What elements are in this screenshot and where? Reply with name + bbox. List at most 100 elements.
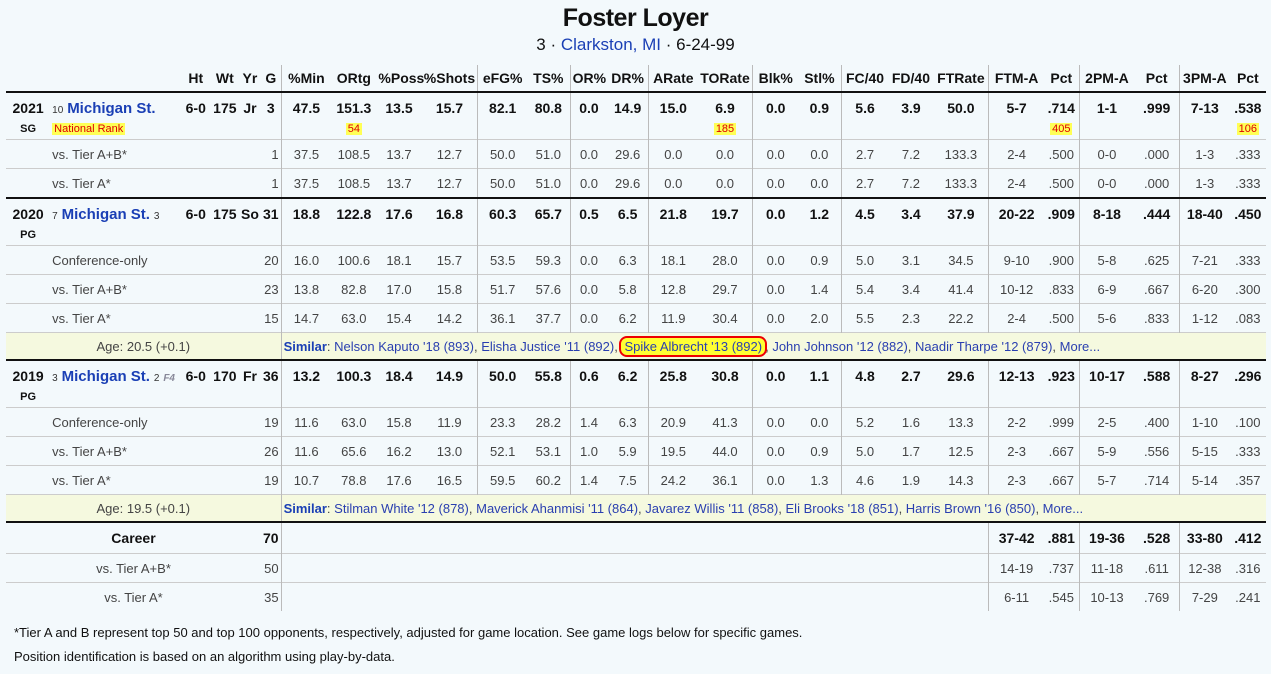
stat-cell: 2-3 bbox=[988, 465, 1044, 495]
more-similar-link[interactable]: More... bbox=[1042, 500, 1084, 516]
stat-cell: 82.1 bbox=[477, 91, 527, 123]
column-header[interactable]: %Poss bbox=[376, 65, 424, 93]
stat-cell: .545 bbox=[1043, 582, 1080, 611]
column-header[interactable]: %Shots bbox=[421, 65, 478, 93]
stat-cell: 15.8 bbox=[421, 274, 478, 304]
column-header[interactable]: DR% bbox=[607, 65, 649, 93]
team-link[interactable]: Michigan St. bbox=[61, 205, 150, 223]
similar-player-link[interactable]: John Johnson '12 (882) bbox=[772, 338, 908, 354]
column-header[interactable]: ORtg bbox=[331, 65, 377, 93]
similar-player-link[interactable]: Javarez Willis '11 (858) bbox=[645, 500, 779, 516]
footnotes: *Tier A and B represent top 50 and top 1… bbox=[14, 621, 1271, 669]
season-year: 2020 bbox=[6, 197, 51, 229]
similar-player-link[interactable]: Maverick Ahanmisi '11 (864) bbox=[476, 500, 639, 516]
stat-cell: 133.3 bbox=[933, 168, 989, 198]
stat-cell: .833 bbox=[1134, 303, 1180, 333]
similar-player-link[interactable]: Stilman White '12 (878) bbox=[334, 500, 469, 516]
age: Age: 19.5 (+0.1) bbox=[6, 494, 282, 522]
stat-cell: 0.0 bbox=[697, 139, 753, 169]
column-header[interactable]: Pct bbox=[1134, 65, 1180, 93]
column-header[interactable]: Yr bbox=[238, 65, 261, 93]
stat-cell: .412 bbox=[1229, 521, 1266, 554]
stat-cell: 22.2 bbox=[933, 303, 989, 333]
column-header[interactable]: FTRate bbox=[933, 65, 989, 93]
similar-player-link[interactable]: Spike Albrecht '13 (892) bbox=[619, 335, 768, 357]
games: 3 bbox=[260, 91, 282, 123]
column-header[interactable]: Wt bbox=[210, 65, 239, 93]
stat-cell: 3.9 bbox=[888, 91, 934, 123]
column-header[interactable]: 3PM-A bbox=[1178, 65, 1230, 93]
stat-cell: 10-13 bbox=[1078, 582, 1135, 611]
stat-cell: .100 bbox=[1229, 407, 1266, 437]
position: PG bbox=[20, 391, 37, 403]
season-year: 2021 bbox=[6, 91, 51, 123]
stat-cell: 11-18 bbox=[1078, 553, 1135, 583]
player-info: 3 · Clarkston, MI · 6-24-99 bbox=[536, 35, 735, 54]
stat-cell: 33-80 bbox=[1178, 521, 1230, 554]
column-header[interactable]: 2PM-A bbox=[1078, 65, 1135, 93]
stat-cell: 12.7 bbox=[421, 168, 478, 198]
stat-cell: 100.6 bbox=[331, 245, 377, 275]
stat-cell: 50.0 bbox=[477, 359, 527, 391]
stat-cell: 41.4 bbox=[933, 274, 989, 304]
stat-cell: 37.5 bbox=[280, 139, 332, 169]
column-header[interactable]: ARate bbox=[647, 65, 698, 93]
stat-cell: 0.0 bbox=[798, 407, 842, 437]
similar-player-link[interactable]: Elisha Justice '11 (892) bbox=[481, 338, 615, 354]
stat-cell: 51.7 bbox=[477, 274, 527, 304]
season-row: 2020 7 Michigan St. 3 6-0 175 So 31 18.8 122.… bbox=[6, 197, 1266, 229]
stat-cell: 8-18 bbox=[1078, 197, 1135, 229]
column-header[interactable]: Stl% bbox=[798, 65, 842, 93]
column-header[interactable]: FC/40 bbox=[840, 65, 889, 93]
stat-cell: 17.0 bbox=[376, 274, 422, 304]
team-link[interactable]: Michigan St. bbox=[67, 99, 156, 117]
split-label: vs. Tier A+B* bbox=[50, 274, 261, 304]
stat-cell: 2.3 bbox=[888, 303, 934, 333]
stat-cell: 1.9 bbox=[888, 465, 934, 495]
column-header[interactable]: TS% bbox=[527, 65, 571, 93]
stat-cell: 5.8 bbox=[607, 274, 649, 304]
column-header[interactable]: eFG% bbox=[477, 65, 527, 93]
position: SG bbox=[20, 123, 37, 135]
stat-cell: 1-12 bbox=[1178, 303, 1230, 333]
similar-player-link[interactable]: Eli Brooks '18 (851) bbox=[785, 500, 899, 516]
stat-cell: 52.1 bbox=[477, 436, 527, 466]
stat-cell: 14-19 bbox=[988, 553, 1044, 583]
split-label: vs. Tier A+B* bbox=[50, 436, 261, 466]
column-header[interactable]: Blk% bbox=[752, 65, 799, 93]
national-rank: 54 bbox=[345, 123, 362, 135]
similar-player-link[interactable]: Harris Brown '16 (850) bbox=[905, 500, 1036, 516]
column-header[interactable]: FD/40 bbox=[888, 65, 934, 93]
similar-player-link[interactable]: Nelson Kaputo '18 (893) bbox=[334, 338, 474, 354]
stat-cell: 13.8 bbox=[280, 274, 332, 304]
class-year: Jr bbox=[238, 91, 261, 123]
career-split-row: vs. Tier A+B* 50 14-19.737 11-18.611 12-38.3… bbox=[6, 553, 1266, 583]
column-header[interactable]: FTM-A bbox=[988, 65, 1044, 93]
column-header[interactable]: %Min bbox=[280, 65, 332, 93]
more-similar-link[interactable]: More... bbox=[1059, 338, 1101, 354]
team-link[interactable]: Michigan St. bbox=[61, 367, 150, 385]
column-header[interactable]: Pct bbox=[1043, 65, 1080, 93]
column-header[interactable]: OR% bbox=[569, 65, 608, 93]
stat-cell: 6.2 bbox=[607, 359, 649, 391]
stat-cell: 12.8 bbox=[647, 274, 698, 304]
games: 1 bbox=[260, 139, 282, 169]
split-label: Conference-only bbox=[50, 407, 261, 437]
stat-cell: 1.6 bbox=[888, 407, 934, 437]
column-header[interactable]: Pct bbox=[1229, 65, 1266, 93]
stat-cell: 7-21 bbox=[1178, 245, 1230, 275]
stat-cell: 6-9 bbox=[1078, 274, 1135, 304]
stat-cell: 37-42 bbox=[988, 521, 1044, 554]
column-header[interactable]: G bbox=[260, 65, 282, 93]
column-header[interactable]: TORate bbox=[697, 65, 753, 93]
hometown-link[interactable]: Clarkston, MI bbox=[560, 35, 661, 54]
split-label: vs. Tier A+B* bbox=[50, 139, 261, 169]
stat-cell: 6.9 bbox=[697, 91, 753, 123]
stat-cell: .923 bbox=[1043, 359, 1080, 391]
column-header[interactable]: Ht bbox=[180, 65, 211, 93]
stat-cell: 5.0 bbox=[840, 245, 889, 275]
stat-cell: 1.3 bbox=[798, 465, 842, 495]
stat-cell: 53.5 bbox=[477, 245, 527, 275]
position: PG bbox=[20, 229, 37, 241]
similar-player-link[interactable]: Naadir Tharpe '12 (879) bbox=[915, 338, 1053, 354]
